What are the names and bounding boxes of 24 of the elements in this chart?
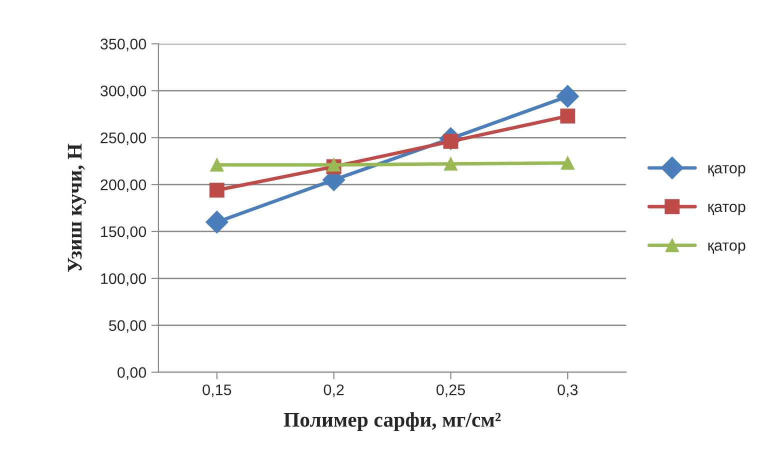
y-axis-title: Узиш кучи, Н — [68, 144, 86, 272]
y-tick-label: 100,00 — [101, 273, 146, 286]
x-tick-label: 0,2 — [324, 384, 344, 398]
legend-label: қатор — [708, 242, 746, 254]
y-tick-label: 250,00 — [100, 132, 146, 146]
y-tick-label: 200,00 — [100, 179, 146, 192]
y-tick-label: 300,00 — [100, 86, 146, 98]
point — [210, 158, 224, 172]
y-tick-label: 0,00 — [118, 367, 146, 380]
point — [209, 182, 224, 198]
point — [206, 210, 228, 234]
x-tick-label: 0,15 — [202, 384, 232, 398]
x-axis-title: Полимер сарфи, мг/см² — [284, 412, 501, 432]
y-tick-label: 350,00 — [100, 38, 146, 52]
y-tick-label: 50,00 — [109, 320, 146, 333]
legend-label: қатор — [708, 204, 746, 216]
point — [560, 156, 574, 170]
y-tick-label: 150,00 — [101, 226, 146, 239]
point — [556, 85, 579, 108]
point — [444, 157, 458, 171]
point — [560, 108, 576, 124]
legend-label: қатор — [708, 165, 746, 176]
x-tick-label: 0,3 — [558, 384, 578, 398]
x-tick-label: 0,25 — [436, 384, 465, 398]
